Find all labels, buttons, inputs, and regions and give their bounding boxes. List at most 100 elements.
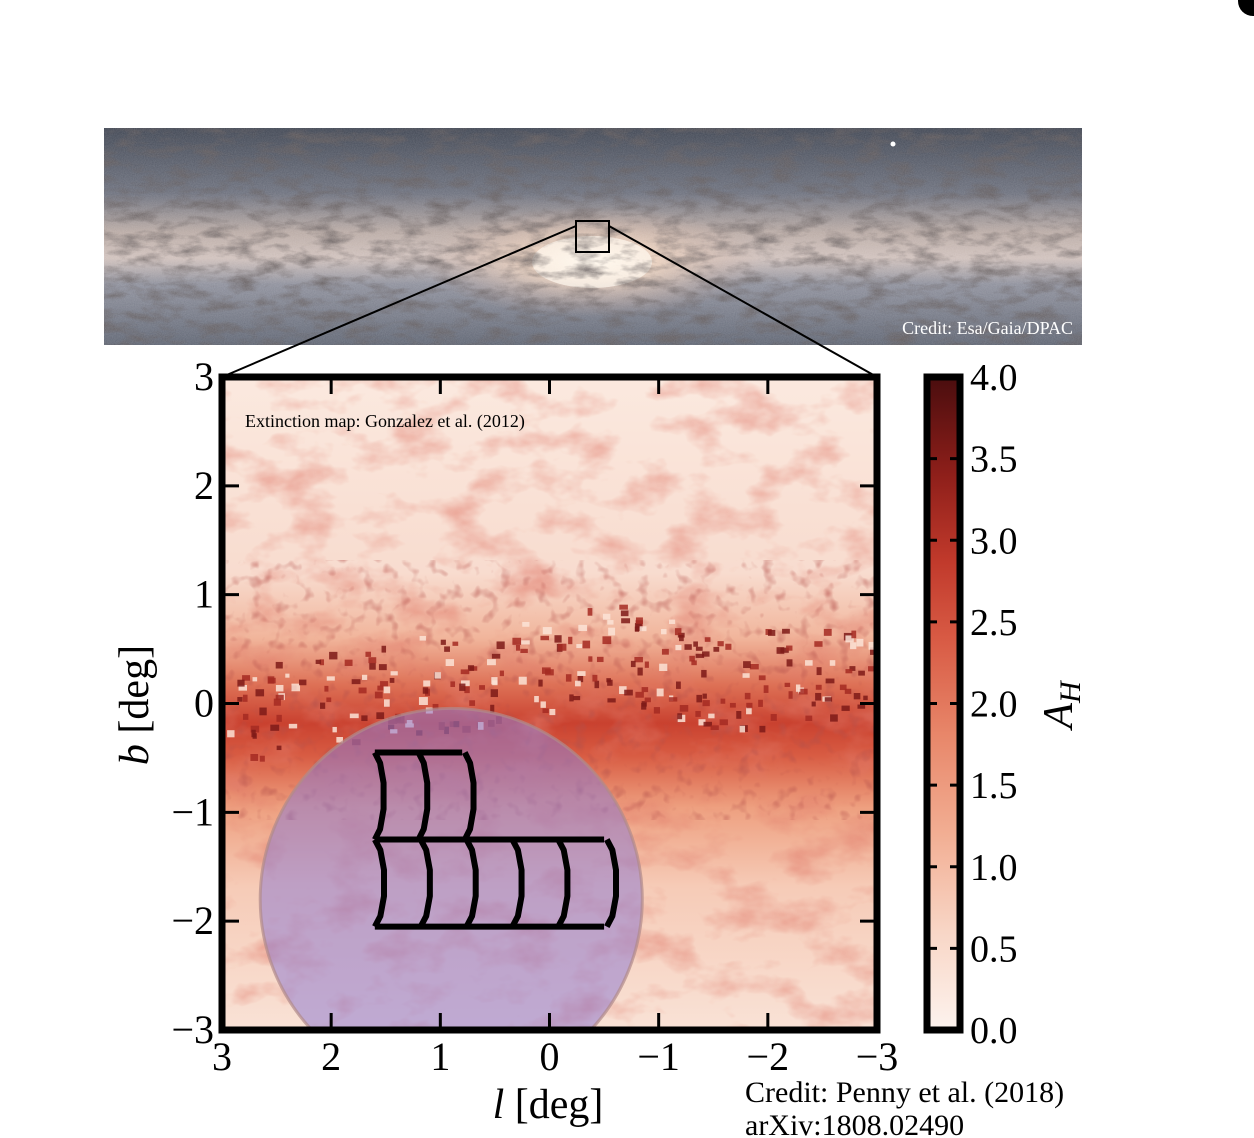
dust-speckle [490,704,495,713]
dust-speckle [549,708,556,716]
dust-speckle [746,702,753,709]
dust-speckle [702,700,710,707]
map-credit: Extinction map: Gonzalez et al. (2012) [245,411,525,432]
dust-speckle [851,630,857,639]
extinction-map [222,377,877,1030]
dust-speckle [698,719,706,726]
dust-speckle [577,671,586,676]
dust-speckle [786,659,793,667]
dust-speckle [708,713,715,719]
dust-speckle [729,702,736,708]
y-tick-label: 1 [194,572,214,617]
dust-speckle [677,713,683,720]
dust-speckle [634,656,643,663]
x-tick-label: 0 [540,1034,560,1079]
dust-speckle [713,646,720,652]
dust-speckle [786,645,793,651]
x-tick-label: 2 [321,1034,341,1079]
dust-speckle [349,713,359,719]
dust-speckle [336,737,343,743]
field-column-edge [415,751,431,841]
x-tick-label: 1 [430,1034,450,1079]
dust-speckle [573,695,581,701]
dust-speckle [423,680,431,687]
dust-speckle [691,660,697,666]
field-column-edge [604,838,620,929]
dust-speckle [619,604,628,610]
dust-speckle [276,714,282,722]
dust-speckle [659,663,668,672]
dust-speckle [450,681,456,688]
dust-speckle [695,646,703,651]
dust-speckle [361,674,368,680]
dust-speckle [784,682,791,687]
colorbar-tick-label: 1.0 [970,847,1018,889]
dust-speckle [608,627,616,636]
dust-speckle [850,642,857,650]
dust-speckle [464,686,470,694]
dust-speckle [250,725,260,733]
dust-speckle [238,684,247,691]
dust-speckle [602,636,612,645]
dust-speckle [816,667,822,676]
dust-speckle [542,708,549,714]
dust-speckle [434,672,441,679]
dust-speckle [291,683,301,692]
field-column-edge [462,751,477,841]
dust-speckle [326,697,332,703]
dust-speckle [746,707,752,715]
colorbar-tick-label: 2.5 [970,602,1018,644]
survey-circle [258,706,644,1030]
dust-speckle [782,628,790,634]
dust-speckle [242,713,249,720]
dust-speckle [744,692,751,700]
dust-speckle [635,691,644,698]
dust-speckle [326,676,335,681]
dust-speckle [479,685,485,690]
dust-speckle [788,691,793,699]
dust-speckle [720,698,726,704]
dust-speckle [496,641,505,650]
dust-speckle [270,724,280,731]
field-column-edge [463,838,479,929]
dust-speckle [491,653,501,659]
dust-speckle [259,707,267,716]
y-tick-label: −2 [171,898,214,943]
dust-speckle [830,714,838,722]
dust-speckle [358,687,367,694]
dust-speckle [486,659,496,666]
dust-speckle [825,678,835,684]
dust-speckle [492,680,498,686]
dust-speckle [868,641,877,650]
dust-speckle [383,699,390,707]
colorbar-tick-label: 0.0 [970,1010,1018,1052]
dust-speckle [460,680,470,686]
dust-speckle [542,627,552,635]
dust-speckle [619,686,627,694]
dust-speckle [668,697,678,702]
colorbar-sub: H [1054,679,1087,704]
dust-speckle [639,626,647,632]
dust-speckle [829,660,836,666]
dust-speckle [520,648,528,654]
dust-speckle [592,674,598,682]
dust-speckle [805,660,813,666]
dust-speckle [288,723,298,729]
dust-speckle [432,703,439,711]
dust-speckle [637,667,643,676]
dust-speckle [607,620,614,625]
dust-speckle [868,666,875,672]
dust-speckle [582,640,591,649]
x-axis-title: l [deg] [493,1082,604,1128]
dust-speckle [577,675,584,683]
dust-speckle [540,635,550,641]
dust-speckle [736,710,742,719]
dust-speckle [540,701,546,708]
dust-speckle [554,635,562,643]
colorbar-tick-label: 3.0 [970,520,1018,562]
dust-speckle [635,617,643,624]
dust-speckle [515,644,521,651]
dust-speckle [811,701,816,707]
dust-speckle [252,677,258,682]
